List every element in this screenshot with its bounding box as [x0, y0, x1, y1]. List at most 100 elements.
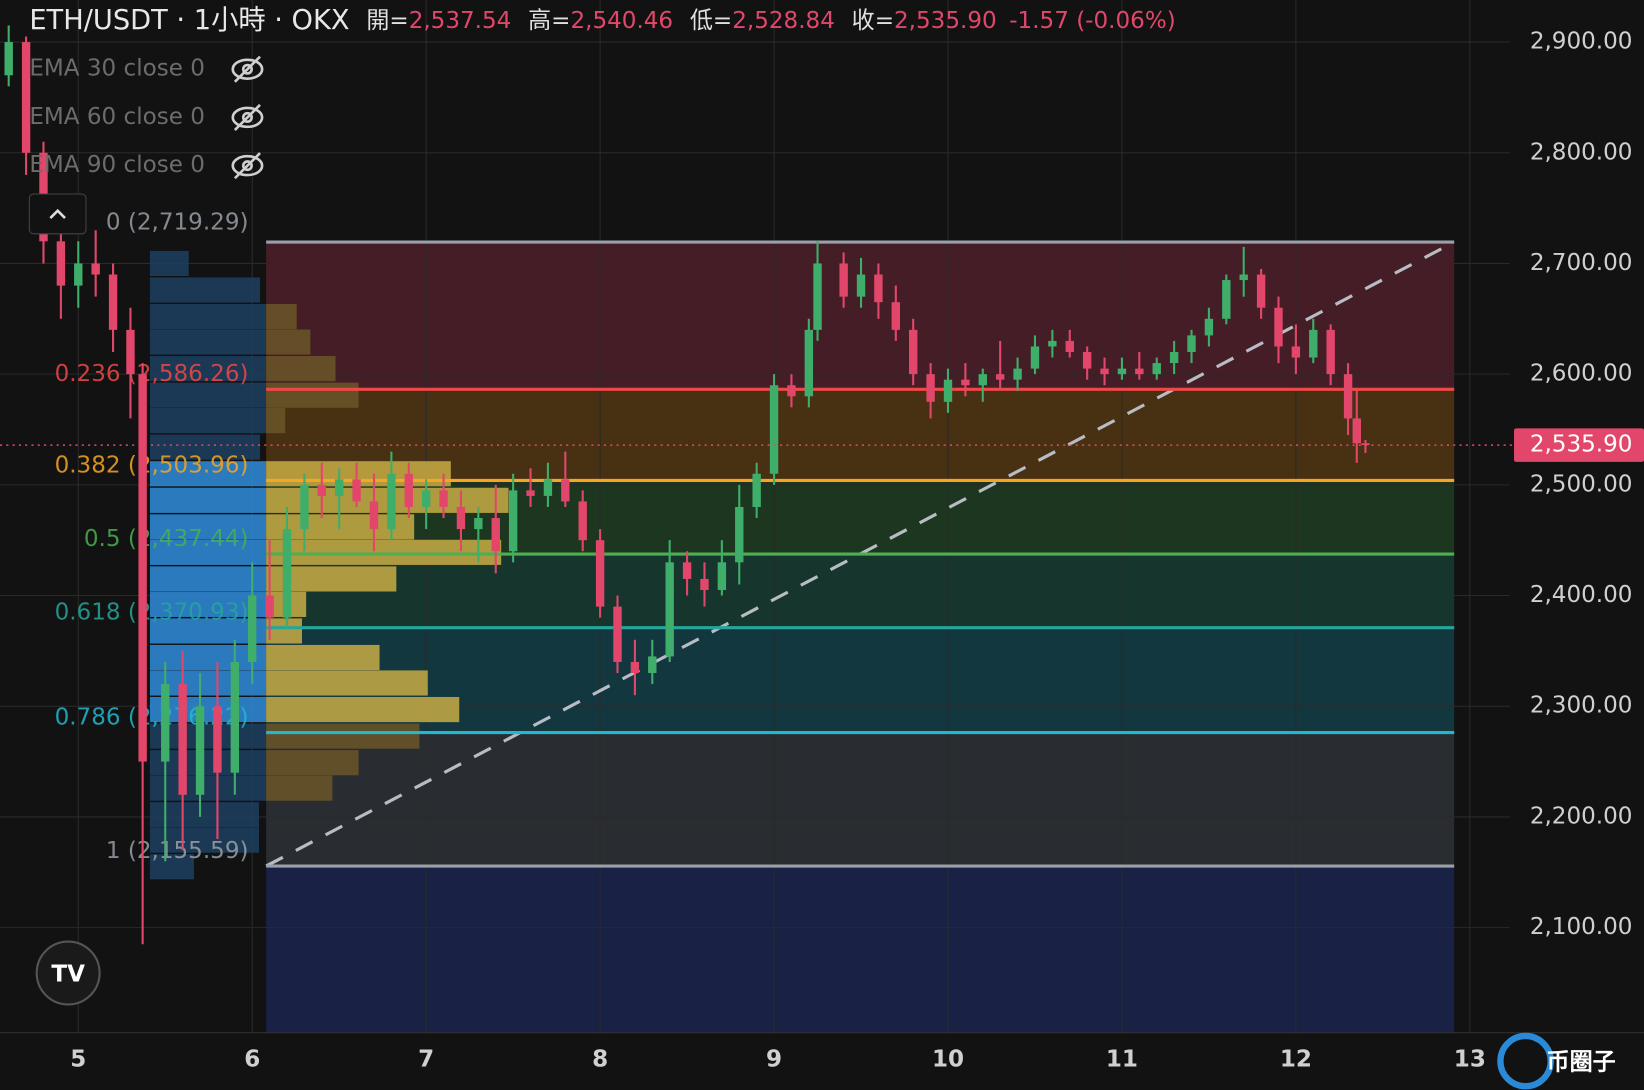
visibility-toggle[interactable]	[231, 55, 264, 83]
candle-body	[317, 484, 326, 496]
volume-bar	[266, 356, 336, 382]
x-tick-label: 6	[244, 1047, 260, 1073]
volume-bar	[149, 539, 267, 565]
volume-bar	[266, 750, 359, 776]
candle-body	[352, 479, 361, 502]
indicator-label: EMA 90 close 0	[29, 152, 205, 178]
candle-body	[856, 274, 866, 297]
candle-body	[21, 42, 31, 153]
candle-body	[404, 473, 413, 507]
x-tick-label: 5	[70, 1047, 86, 1073]
candle-body	[1082, 352, 1092, 369]
collapse-button[interactable]	[28, 193, 87, 235]
y-tick-label: 2,800.00	[1530, 139, 1633, 165]
candle-body	[682, 562, 692, 579]
candle-body	[735, 506, 744, 563]
volume-bar	[266, 382, 359, 408]
candle-body	[613, 606, 622, 662]
volume-bar	[149, 644, 267, 671]
visibility-toggle[interactable]	[231, 152, 264, 180]
candle-body	[1256, 274, 1266, 308]
ohlc-name: 低=	[690, 7, 732, 33]
chevron-up	[49, 208, 66, 220]
x-tick-label: 13	[1454, 1047, 1486, 1073]
candle-body	[91, 263, 100, 275]
fib-zone	[266, 866, 1455, 1033]
candle-body	[1222, 280, 1231, 319]
candle-body	[491, 518, 500, 552]
y-tick-label: 2,100.00	[1530, 914, 1633, 940]
candle-body	[1187, 335, 1196, 353]
fib-label: 0.382 (2,503.96)	[55, 452, 249, 478]
candle-body	[1013, 368, 1022, 380]
candle-body	[1030, 346, 1040, 369]
volume-bar	[149, 802, 259, 828]
fib-zone	[266, 732, 1455, 867]
volume-bar	[149, 434, 261, 460]
volume-bar	[149, 566, 267, 592]
ohlc-value: 2,535.90	[894, 7, 997, 33]
ohlc-value: 2,537.54	[409, 7, 512, 33]
candle-body	[300, 484, 309, 530]
fib-label: 0.236 (2,586.26)	[55, 361, 249, 387]
candle-body	[456, 506, 466, 530]
candle-body	[282, 529, 292, 618]
candle-body	[387, 473, 396, 530]
candle-body	[1343, 374, 1353, 419]
candle-body	[1274, 307, 1283, 347]
x-tick-label: 8	[592, 1047, 608, 1073]
symbol: ETH/USDT · 1小時 · OKX	[29, 4, 349, 35]
volume-bar	[149, 250, 189, 277]
candle-body	[961, 379, 970, 386]
fib-zone	[266, 554, 1455, 628]
tv-logo-text: TV	[51, 962, 85, 988]
last-price-label: 2,535.90	[1530, 432, 1633, 458]
volume-bar	[149, 618, 267, 644]
volume-bar	[149, 775, 267, 801]
volume-bar	[266, 618, 302, 644]
y-tick-label: 2,900.00	[1530, 29, 1633, 55]
candle-body	[787, 385, 796, 397]
candle-body	[56, 241, 66, 286]
last-price-tag	[1514, 428, 1644, 462]
candle-body	[138, 374, 147, 762]
candle-body	[421, 490, 431, 507]
tv-logo	[35, 940, 101, 1006]
ohlc-value: 2,528.84	[732, 7, 835, 33]
volume-bar	[149, 854, 194, 880]
candle-body	[1361, 443, 1370, 446]
volume-bar	[266, 670, 428, 696]
candle-body	[978, 374, 987, 386]
fib-label: 0.618 (2,370.93)	[55, 600, 249, 626]
candle-body	[474, 518, 483, 530]
volume-bar	[266, 329, 311, 355]
x-tick-label: 10	[932, 1047, 964, 1073]
candle-body	[1048, 340, 1057, 347]
ohlc-name: 收=	[852, 7, 894, 33]
candle-body	[439, 490, 448, 507]
candle-body	[1152, 363, 1161, 375]
candle-body	[161, 684, 170, 762]
volume-bar	[149, 329, 267, 355]
volume-bar	[149, 277, 261, 303]
candle-body	[578, 501, 587, 541]
watermark-icon	[1497, 1032, 1554, 1090]
eye-pupil	[241, 160, 253, 172]
ohlc-name: 開=	[366, 7, 408, 33]
trendline	[265, 240, 1455, 868]
y-tick-label: 2,700.00	[1530, 250, 1633, 276]
candle-body	[995, 374, 1005, 380]
eye-pupil	[241, 111, 253, 123]
visibility-toggle[interactable]	[231, 103, 264, 131]
candle-body	[595, 540, 605, 607]
x-tick-label: 7	[418, 1047, 434, 1073]
x-tick-label: 11	[1106, 1047, 1138, 1073]
volume-bar	[149, 591, 267, 617]
eye-icon	[231, 106, 264, 129]
candle-body	[1169, 352, 1179, 364]
volume-bar	[149, 382, 267, 408]
candle-body	[108, 274, 118, 330]
candle-body	[4, 42, 13, 76]
candle-body	[248, 595, 257, 662]
